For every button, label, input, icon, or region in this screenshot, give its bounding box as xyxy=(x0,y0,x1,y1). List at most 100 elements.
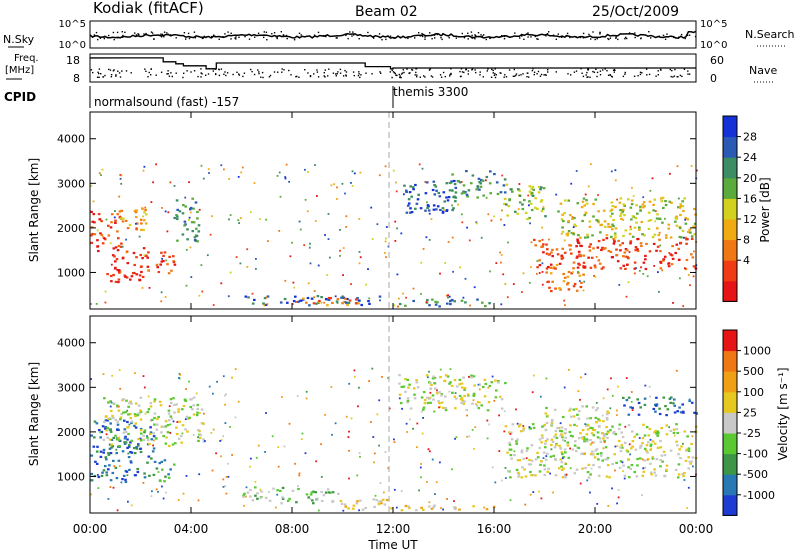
heatmap-cell xyxy=(331,433,333,436)
heatmap-cell xyxy=(109,422,112,425)
heatmap-cell xyxy=(530,459,534,462)
heatmap-cell xyxy=(107,453,111,456)
heatmap-cell xyxy=(637,401,641,405)
heatmap-cell xyxy=(540,460,543,463)
heatmap-cell xyxy=(398,397,401,400)
heatmap-cell xyxy=(160,431,163,434)
heatmap-cell xyxy=(494,481,497,484)
heatmap-cell xyxy=(128,444,131,447)
heatmap-cell xyxy=(611,223,614,226)
noise-search-point xyxy=(499,36,501,38)
heatmap-cell xyxy=(682,236,685,239)
heatmap-cell xyxy=(249,465,251,468)
heatmap-cell xyxy=(139,265,143,268)
heatmap-cell xyxy=(572,261,576,264)
noise-search-point xyxy=(399,36,401,38)
heatmap-cell xyxy=(667,265,671,268)
heatmap-cell xyxy=(691,435,694,438)
heatmap-cell xyxy=(468,435,471,438)
noise-search-point xyxy=(433,34,436,36)
heatmap-cell xyxy=(341,295,344,298)
heatmap-cell xyxy=(264,496,268,499)
heatmap-cell xyxy=(344,505,348,508)
heatmap-cell xyxy=(371,367,374,370)
heatmap-cell xyxy=(142,438,146,442)
heatmap-cell xyxy=(611,212,614,215)
heatmap-cell xyxy=(102,451,105,454)
heatmap-cell xyxy=(344,301,347,303)
nave-point xyxy=(115,75,117,77)
heatmap-cell xyxy=(227,295,230,298)
heatmap-cell xyxy=(580,376,582,379)
heatmap-cell xyxy=(607,505,610,507)
heatmap-cell xyxy=(560,451,564,454)
heatmap-cell xyxy=(529,202,533,205)
noise-search-series xyxy=(93,31,697,41)
heatmap-cell xyxy=(385,256,387,258)
heatmap-cell xyxy=(574,440,577,443)
heatmap-cell xyxy=(113,216,116,219)
heatmap-cell xyxy=(331,500,335,503)
heatmap-cell xyxy=(517,473,521,476)
heatmap-cell xyxy=(577,271,580,274)
nave-point xyxy=(208,68,210,70)
heatmap-cell xyxy=(503,191,507,194)
heatmap-cell xyxy=(453,506,456,509)
heatmap-cell xyxy=(251,499,255,502)
heatmap-cell xyxy=(497,380,500,383)
colorbar-swatch xyxy=(723,116,737,138)
nave-point xyxy=(512,75,515,77)
heatmap-cell xyxy=(123,419,126,422)
heatmap-cell xyxy=(524,475,528,478)
noise-search-point xyxy=(471,34,473,37)
noise-search-point xyxy=(298,36,300,38)
heatmap-cell xyxy=(475,221,478,224)
heatmap-cell xyxy=(619,249,622,252)
heatmap-cell xyxy=(463,191,466,194)
heatmap-cell xyxy=(564,476,567,479)
heatmap-cell xyxy=(551,280,554,283)
heatmap-cell xyxy=(161,468,164,471)
heatmap-cell xyxy=(539,395,542,398)
heatmap-cell xyxy=(593,264,597,267)
heatmap-cell xyxy=(127,405,130,408)
heatmap-cell xyxy=(165,491,167,494)
heatmap-cell xyxy=(633,261,637,264)
nave-label: Nave xyxy=(749,64,777,77)
heatmap-cell xyxy=(459,398,463,401)
heatmap-cell xyxy=(212,304,215,306)
heatmap-cell xyxy=(133,263,136,267)
heatmap-cell xyxy=(612,225,615,228)
heatmap-cell xyxy=(537,191,541,194)
heatmap-cell xyxy=(281,496,284,499)
nave-point xyxy=(213,68,215,70)
heatmap-cell xyxy=(529,493,532,496)
heatmap-cell xyxy=(452,270,454,273)
heatmap-cell xyxy=(454,200,457,203)
heatmap-cell xyxy=(116,249,120,252)
heatmap-cell xyxy=(348,299,352,302)
nave-point xyxy=(392,71,395,73)
heatmap-cell xyxy=(567,230,571,233)
heatmap-cell xyxy=(433,410,435,413)
heatmap-cell xyxy=(587,185,590,188)
heatmap-cell xyxy=(435,481,438,484)
heatmap-cell xyxy=(364,506,367,510)
heatmap-cell xyxy=(134,426,138,429)
heatmap-cell xyxy=(161,207,163,209)
heatmap-cell xyxy=(447,241,450,243)
nave-point xyxy=(580,68,582,70)
heatmap-cell xyxy=(345,215,348,218)
heatmap-cell xyxy=(693,222,697,225)
heatmap-cell xyxy=(597,425,601,428)
heatmap-cell xyxy=(146,410,150,414)
heatmap-cell xyxy=(528,281,531,284)
heatmap-cell xyxy=(124,480,128,483)
nave-point xyxy=(345,74,347,76)
heatmap-cell xyxy=(220,282,223,285)
heatmap-cell xyxy=(617,427,621,430)
heatmap-cell xyxy=(183,220,187,223)
heatmap-cell xyxy=(563,448,567,451)
heatmap-cell xyxy=(661,269,664,272)
